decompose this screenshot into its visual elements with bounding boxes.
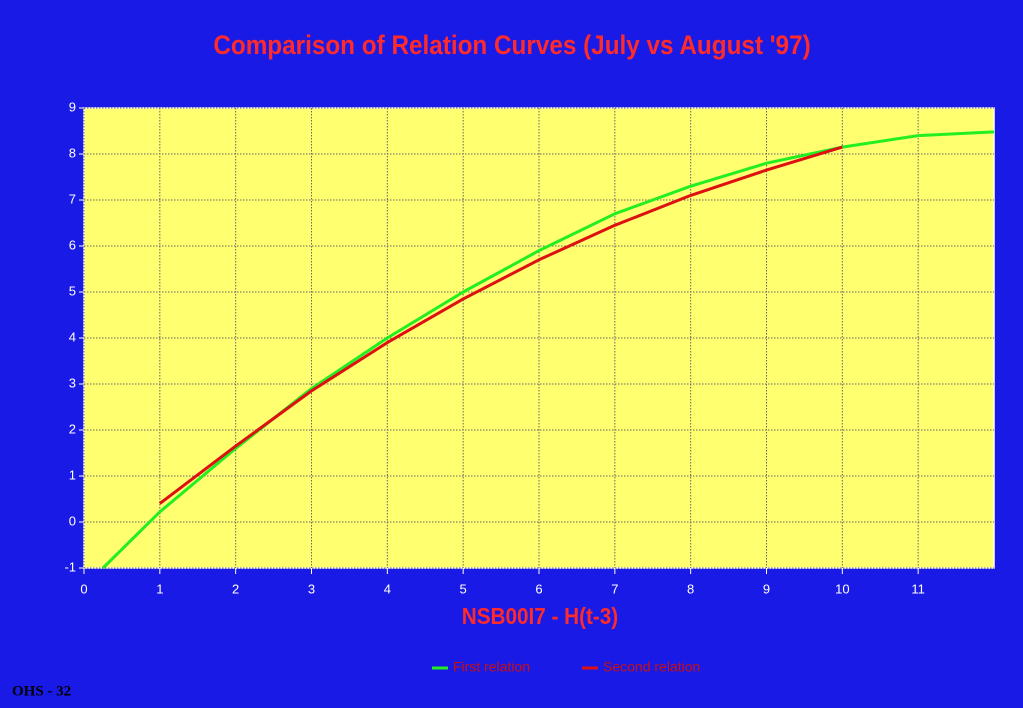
x-tick-label: 7 bbox=[611, 581, 618, 596]
x-tick-label: 6 bbox=[535, 581, 542, 596]
legend-label: First relation bbox=[453, 659, 530, 675]
y-tick-label: 3 bbox=[69, 375, 76, 390]
x-tick-label: 5 bbox=[460, 581, 467, 596]
footer: OHS - 32 bbox=[12, 683, 71, 699]
y-tick-label: 1 bbox=[69, 467, 76, 482]
line-series bbox=[158, 145, 843, 505]
x-tick-label: 4 bbox=[384, 581, 391, 596]
x-tick-label: 10 bbox=[835, 581, 849, 596]
x-tick-label: 0 bbox=[80, 581, 87, 596]
y-tick-label: 6 bbox=[69, 237, 76, 252]
x-tick-label: 3 bbox=[308, 581, 315, 596]
y-tick-label: 2 bbox=[69, 421, 76, 436]
x-tick-label: 2 bbox=[232, 581, 239, 596]
legend-label: Second relation bbox=[603, 659, 700, 675]
x-tick-label: 11 bbox=[911, 581, 925, 596]
plot-area bbox=[83, 107, 995, 569]
y-tick-label: 9 bbox=[69, 99, 76, 114]
y-tick-label: 8 bbox=[69, 145, 76, 160]
y-tick-label: 0 bbox=[69, 513, 76, 528]
y-tick-label: -1 bbox=[64, 559, 76, 574]
x-tick-label: 8 bbox=[687, 581, 694, 596]
y-tick-label: 7 bbox=[69, 191, 76, 206]
y-tick-label: 5 bbox=[69, 283, 76, 298]
y-tick-label: 4 bbox=[69, 329, 76, 344]
chart-title: Comparison of Relation Curves (July vs A… bbox=[213, 31, 810, 60]
x-axis-label: NSB00I7 - H(t-3) bbox=[462, 603, 618, 629]
x-tick-label: 1 bbox=[156, 581, 163, 596]
x-tick-label: 9 bbox=[763, 581, 770, 596]
